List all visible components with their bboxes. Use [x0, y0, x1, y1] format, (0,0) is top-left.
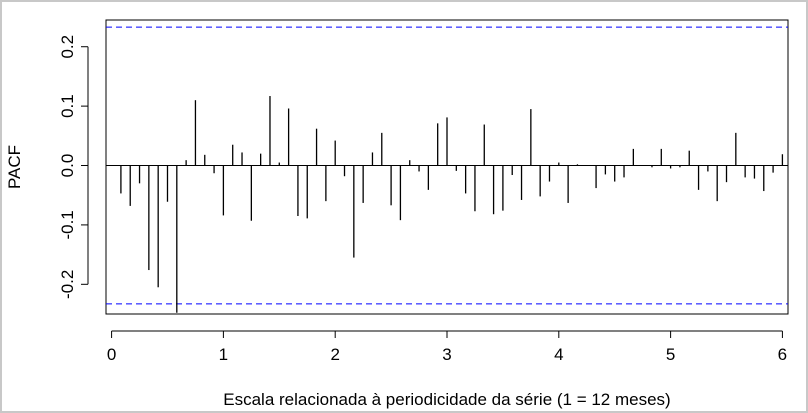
- x-tick-label: 3: [442, 345, 451, 364]
- x-tick-label: 1: [219, 345, 228, 364]
- x-tick-label: 0: [107, 345, 116, 364]
- y-tick-label: -0.1: [58, 210, 77, 239]
- y-tick-label: 0.1: [58, 94, 77, 118]
- y-tick-label: 0.2: [58, 35, 77, 59]
- x-tick-label: 5: [666, 345, 675, 364]
- confidence-bounds: [106, 26, 788, 305]
- y-axis-label: PACF: [5, 145, 24, 189]
- x-tick-label: 2: [330, 345, 339, 364]
- x-axis: 0 1 2 3 4 5 6: [107, 330, 787, 364]
- plot-area-border: [105, 19, 789, 315]
- y-tick-label: 0.0: [58, 154, 77, 178]
- x-tick-label: 4: [554, 345, 563, 364]
- x-axis-label: Escala relacionada à periodicidade da sé…: [223, 390, 670, 409]
- y-axis: -0.2 -0.1 0.0 0.1 0.2: [58, 35, 89, 299]
- y-axis-label-group: PACF: [5, 145, 24, 189]
- y-tick-label: -0.2: [58, 270, 77, 299]
- x-tick-label: 6: [778, 345, 787, 364]
- pacf-spikes: [120, 96, 784, 313]
